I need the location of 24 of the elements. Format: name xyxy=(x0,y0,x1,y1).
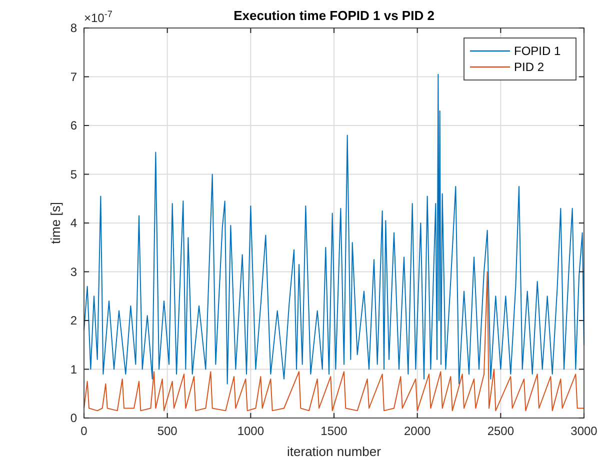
y-tick-label: 3 xyxy=(70,264,78,279)
x-tick-label: 2500 xyxy=(487,424,514,438)
y-tick-label: 5 xyxy=(70,167,78,182)
x-axis-title: iteration number xyxy=(287,444,382,459)
y-axis-title: time [s] xyxy=(48,202,63,244)
y-tick-label: 2 xyxy=(70,314,78,328)
legend-label: PID 2 xyxy=(514,60,544,74)
x-tick-label: 1500 xyxy=(320,424,348,438)
x-tick-label: 500 xyxy=(157,424,178,438)
x-tick-label: 2000 xyxy=(404,424,432,438)
line-series xyxy=(84,271,584,412)
x-tick-label: 1000 xyxy=(237,424,264,438)
line-series xyxy=(84,74,584,384)
y-tick-label: 4 xyxy=(70,216,78,230)
text: ×10$^{-7}$ xyxy=(84,9,112,25)
y-tick-label: 0 xyxy=(70,411,78,425)
y-tick-label: 7 xyxy=(70,70,78,84)
chart-title: Execution time FOPID 1 vs PID 2 xyxy=(234,8,434,23)
x-tick-label: 0 xyxy=(80,424,88,438)
y-tick-label: 1 xyxy=(70,362,78,376)
y-tick-label: 6 xyxy=(70,118,78,132)
y-tick-label: 8 xyxy=(70,21,78,35)
x-tick-label: 3000 xyxy=(570,424,598,438)
legend-label: FOPID 1 xyxy=(514,44,561,58)
